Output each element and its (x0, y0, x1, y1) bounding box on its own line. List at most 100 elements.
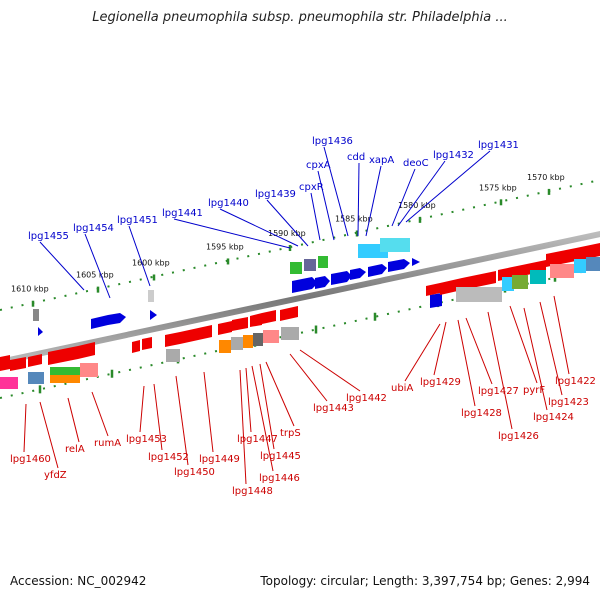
label-leader (465, 317, 493, 385)
gene-label-lpg1451[interactable]: lpg1451 (117, 215, 158, 226)
gene-arrow[interactable] (132, 340, 140, 353)
label-leader (128, 225, 151, 287)
gene-block[interactable] (166, 349, 180, 362)
gene-arrow[interactable] (292, 277, 318, 293)
gene-label-cpxR[interactable]: cpxR (299, 182, 324, 193)
gene-block[interactable] (263, 330, 279, 343)
gene-arrow[interactable] (232, 317, 248, 331)
gene-block[interactable] (253, 333, 263, 346)
gene-label-xapA[interactable]: xapA (369, 155, 394, 166)
label-leader (39, 241, 85, 291)
gene-block[interactable] (502, 277, 514, 291)
gene-block[interactable] (586, 257, 600, 271)
gene-label-lpg1443[interactable]: lpg1443 (313, 403, 354, 414)
gene-label-lpg1428[interactable]: lpg1428 (461, 408, 502, 419)
gene-block[interactable] (243, 335, 253, 348)
label-leader (404, 323, 441, 382)
gene-block[interactable] (28, 372, 44, 384)
gene-block[interactable] (574, 259, 586, 273)
gene-arrow[interactable] (108, 313, 126, 325)
gene-label-trpS[interactable]: trpS (280, 428, 301, 439)
gene-label-lpg1452[interactable]: lpg1452 (148, 452, 189, 463)
gene-label-relA[interactable]: relA (65, 444, 85, 455)
gene-label-lpg1448[interactable]: lpg1448 (232, 486, 273, 497)
gene-arrow[interactable] (150, 310, 157, 320)
accession-text: Accession: NC_002942 (10, 574, 147, 588)
gene-block[interactable] (148, 290, 154, 302)
gene-label-lpg1426[interactable]: lpg1426 (498, 431, 539, 442)
gene-arrow[interactable] (78, 342, 95, 359)
gene-block[interactable] (80, 363, 98, 377)
gene-block[interactable] (550, 264, 574, 278)
gene-arrow[interactable] (218, 321, 232, 335)
gene-label-lpg1449[interactable]: lpg1449 (199, 454, 240, 465)
gene-label-lpg1439[interactable]: lpg1439 (255, 189, 296, 200)
gene-block[interactable] (318, 256, 328, 268)
gene-label-lpg1432[interactable]: lpg1432 (433, 150, 474, 161)
gene-block[interactable] (304, 259, 316, 271)
gene-label-lpg1442[interactable]: lpg1442 (346, 393, 387, 404)
gene-arrow[interactable] (280, 306, 298, 321)
gene-block[interactable] (456, 287, 502, 302)
gene-arrow[interactable] (388, 259, 410, 272)
gene-label-lpg1441[interactable]: lpg1441 (162, 208, 203, 219)
gene-label-lpg1436[interactable]: lpg1436 (312, 136, 353, 147)
gene-arrow[interactable] (262, 310, 276, 324)
gene-block[interactable] (33, 309, 39, 321)
gene-block[interactable] (0, 377, 18, 389)
label-leader (405, 150, 491, 223)
gene-label-lpg1427[interactable]: lpg1427 (478, 386, 519, 397)
gene-label-lpg1440[interactable]: lpg1440 (208, 198, 249, 209)
gene-arrow[interactable] (426, 283, 440, 296)
gene-label-lpg1455[interactable]: lpg1455 (28, 231, 69, 242)
gene-arrow[interactable] (10, 357, 26, 371)
gene-block[interactable] (50, 367, 80, 375)
gene-label-lpg1460[interactable]: lpg1460 (10, 454, 51, 465)
gene-label-lpg1446[interactable]: lpg1446 (259, 473, 300, 484)
gene-arrow[interactable] (331, 271, 352, 285)
gene-label-lpg1429[interactable]: lpg1429 (420, 377, 461, 388)
gene-block[interactable] (281, 327, 299, 340)
gene-label-lpg1447[interactable]: lpg1447 (237, 434, 278, 445)
gene-block[interactable] (380, 238, 410, 252)
gene-arrow[interactable] (48, 346, 78, 365)
gene-label-lpg1450[interactable]: lpg1450 (174, 467, 215, 478)
gene-label-lpg1422[interactable]: lpg1422 (555, 376, 596, 387)
gene-block[interactable] (530, 270, 546, 284)
gene-arrow[interactable] (38, 327, 43, 336)
gene-label-lpg1424[interactable]: lpg1424 (533, 412, 574, 423)
gene-arrow[interactable] (546, 248, 576, 267)
gene-arrow[interactable] (462, 271, 496, 290)
gene-arrow[interactable] (315, 276, 330, 289)
scale-label: 1585 kbp (335, 215, 373, 224)
gene-arrow[interactable] (28, 354, 42, 367)
gene-label-cdd[interactable]: cdd (347, 152, 365, 163)
gene-arrow[interactable] (142, 337, 152, 350)
gene-arrow[interactable] (0, 355, 10, 371)
gene-block[interactable] (50, 375, 80, 383)
gene-label-lpg1454[interactable]: lpg1454 (73, 223, 114, 234)
gene-label-pyrF[interactable]: pyrF (523, 385, 545, 396)
gene-label-yfdZ[interactable]: yfdZ (44, 470, 67, 481)
gene-block[interactable] (231, 337, 243, 350)
gene-label-lpg1453[interactable]: lpg1453 (126, 434, 167, 445)
gene-label-lpg1431[interactable]: lpg1431 (478, 140, 519, 151)
gene-label-ubiA[interactable]: ubiA (391, 383, 413, 394)
gene-arrow[interactable] (430, 293, 442, 308)
gene-arrow[interactable] (250, 313, 262, 327)
gene-arrow[interactable] (165, 332, 180, 347)
gene-label-deoC[interactable]: deoC (403, 158, 429, 169)
gene-arrow[interactable] (350, 268, 366, 280)
gene-block[interactable] (290, 262, 302, 274)
gene-block[interactable] (219, 340, 231, 353)
gene-arrow[interactable] (368, 264, 387, 277)
gene-block[interactable] (512, 275, 528, 289)
gene-arrow[interactable] (576, 243, 600, 261)
scale-label: 1590 kbp (268, 229, 306, 238)
gene-label-rumA[interactable]: rumA (94, 438, 121, 449)
gene-label-cpxA[interactable]: cpxA (306, 160, 331, 171)
gene-arrow[interactable] (412, 258, 420, 266)
gene-label-lpg1423[interactable]: lpg1423 (548, 397, 589, 408)
gene-label-lpg1445[interactable]: lpg1445 (260, 451, 301, 462)
gene-arrow[interactable] (180, 325, 212, 344)
